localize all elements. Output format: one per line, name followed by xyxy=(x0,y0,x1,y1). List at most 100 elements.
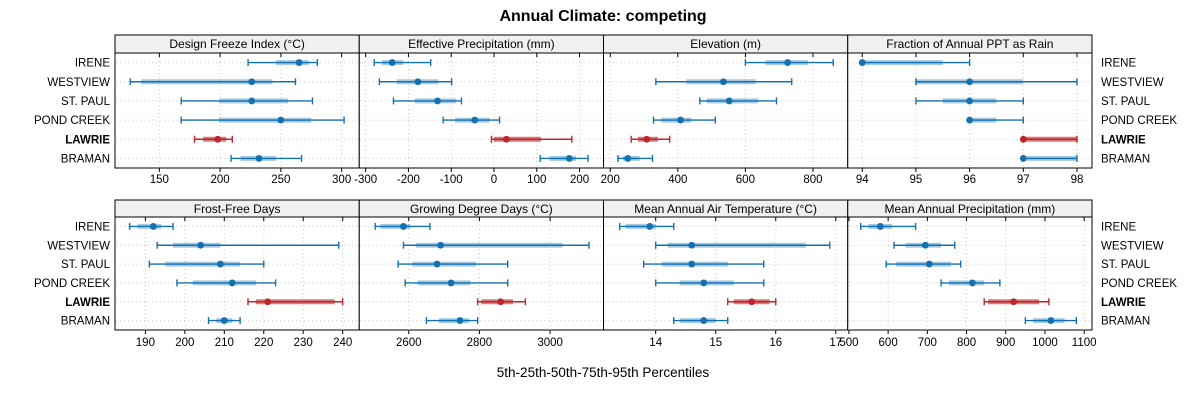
percentile-row-pond-creek xyxy=(940,279,1001,287)
panel-plot-area xyxy=(114,52,360,169)
median-dot xyxy=(388,59,396,66)
x-axis-tick-label: 400 xyxy=(668,174,687,186)
percentile-row-pond-creek xyxy=(404,279,509,287)
percentile-row-braman xyxy=(1024,317,1078,325)
percentile-row-braman xyxy=(539,154,589,162)
percentile-row-lawrie xyxy=(247,298,344,306)
site-label-right: WESTVIEW xyxy=(1101,240,1164,252)
median-dot xyxy=(700,279,708,287)
percentile-row-irene xyxy=(858,59,971,67)
site-label-right: POND CREEK xyxy=(1101,115,1177,127)
x-axis-tick-label: 900 xyxy=(996,337,1015,349)
site-label-left: BRAMAN xyxy=(61,316,110,328)
median-dot xyxy=(434,97,441,105)
median-dot xyxy=(876,223,884,230)
percentile-row-braman xyxy=(617,154,654,162)
median-dot xyxy=(414,78,422,86)
median-dot xyxy=(1010,298,1017,306)
site-label-right: LAWRIE xyxy=(1101,297,1146,309)
percentile-row-st-paul xyxy=(915,97,1024,105)
x-axis-tick-label: 0 xyxy=(491,174,497,186)
panel-fraction-of-annual-ppt-as-rain: 94 95 96 97 98 Fraction of Annual PPT as Rain xyxy=(847,34,1093,186)
site-label-right: LAWRIE xyxy=(1101,134,1146,146)
percentile-row-st-paul xyxy=(699,97,778,105)
median-dot xyxy=(646,223,654,230)
site-label-left: IRENE xyxy=(75,58,110,70)
x-axis-tick-label: 95 xyxy=(910,174,923,186)
percentile-row-st-paul xyxy=(148,260,265,268)
median-dot xyxy=(197,241,205,249)
site-label-left: IRENE xyxy=(75,221,110,233)
x-axis-tick-label: 3000 xyxy=(537,337,563,349)
x-axis-tick-label: 200 xyxy=(570,174,589,186)
median-dot xyxy=(1047,317,1055,324)
percentile-row-westview xyxy=(378,78,453,86)
median-dot xyxy=(966,97,974,105)
site-label-right: IRENE xyxy=(1101,58,1136,70)
site-label-right: BRAMAN xyxy=(1101,153,1150,165)
x-axis-tick-label: 700 xyxy=(918,337,937,349)
site-label-right: ST. PAUL xyxy=(1101,259,1151,271)
x-axis-tick-label: 2800 xyxy=(467,337,493,349)
percentile-row-westview xyxy=(915,78,1078,86)
x-axis-tick-label: 14 xyxy=(649,337,662,349)
x-axis-tick-label: 800 xyxy=(803,174,822,186)
x-axis-tick-label: 97 xyxy=(1017,174,1030,186)
median-dot xyxy=(921,241,929,249)
median-dot xyxy=(433,260,441,268)
panel-strip-title: Design Freeze Index (°C) xyxy=(169,37,305,51)
percentile-row-westview xyxy=(156,241,340,249)
site-label-left: WESTVIEW xyxy=(47,240,110,252)
panel-growing-degree-days-c: 2600 2800 3000 Growing Degree Days (°C) xyxy=(358,199,604,349)
site-label-left: ST. PAUL xyxy=(61,259,111,271)
percentile-row-lawrie xyxy=(983,298,1050,306)
median-dot xyxy=(255,155,263,162)
median-dot xyxy=(400,223,407,230)
x-axis-tick-label: 210 xyxy=(215,337,234,349)
panel-plot-area xyxy=(358,52,604,169)
panel-strip-title: Growing Degree Days (°C) xyxy=(410,202,553,216)
site-label-left: POND CREEK xyxy=(34,278,110,290)
percentile-row-irene xyxy=(374,222,431,230)
panel-plot-area xyxy=(847,52,1093,169)
percentile-row-westview xyxy=(655,78,793,86)
percentile-row-irene xyxy=(619,222,675,230)
x-axis-tick-label: 98 xyxy=(1071,174,1084,186)
panel-plot-area xyxy=(114,216,360,331)
panel-strip-title: Effective Precipitation (mm) xyxy=(408,37,555,51)
percentile-row-westview xyxy=(655,241,831,249)
percentile-row-lawrie xyxy=(490,135,573,143)
median-dot xyxy=(925,260,933,268)
median-dot xyxy=(700,317,708,324)
median-dot xyxy=(220,317,228,324)
site-label-left: LAWRIE xyxy=(65,134,110,146)
panel-strip-title: Mean Annual Air Temperature (°C) xyxy=(634,202,817,216)
percentile-row-st-paul xyxy=(885,260,962,268)
x-axis-tick-label: 100 xyxy=(527,174,546,186)
x-axis-tick-label: -100 xyxy=(440,174,463,186)
panel-design-freeze-index-c: 150 200 250 300 Design Freeze Index (°C) xyxy=(114,34,360,186)
median-dot xyxy=(1019,155,1027,162)
site-label-right: ST. PAUL xyxy=(1101,96,1151,108)
median-dot xyxy=(447,279,455,287)
percentile-row-lawrie xyxy=(476,298,527,306)
percentile-row-st-paul xyxy=(180,97,314,105)
median-dot xyxy=(149,223,157,230)
median-dot xyxy=(748,298,756,306)
median-dot xyxy=(471,116,479,124)
x-axis-tick-label: 300 xyxy=(332,174,351,186)
x-axis-tick-label: 600 xyxy=(879,337,898,349)
x-axis-tick-label: 2600 xyxy=(396,337,422,349)
site-label-right: IRENE xyxy=(1101,221,1136,233)
median-dot xyxy=(624,155,632,162)
percentile-row-st-paul xyxy=(397,260,509,268)
percentile-row-pond-creek xyxy=(652,116,717,124)
x-axis-tick-label: 250 xyxy=(271,174,290,186)
median-dot xyxy=(502,135,510,143)
x-axis-tick-label: 500 xyxy=(839,337,858,349)
median-dot xyxy=(688,241,696,249)
x-axis-tick-label: 1000 xyxy=(1032,337,1058,349)
median-dot xyxy=(688,260,696,268)
x-axis-tick-label: 96 xyxy=(963,174,976,186)
